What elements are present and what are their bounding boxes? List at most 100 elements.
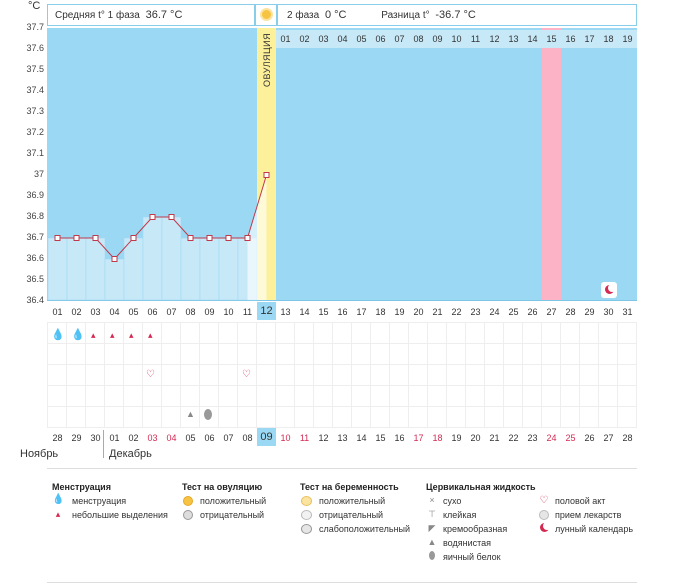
- pregnancy-positive-icon: [300, 496, 312, 508]
- cycle-day-label[interactable]: 30: [603, 307, 614, 317]
- cycle-day-label[interactable]: 29: [584, 307, 595, 317]
- cycle-day-label[interactable]: 07: [166, 307, 177, 317]
- phase2-day-label: 05: [356, 34, 367, 44]
- pregnancy-weak-icon: [300, 524, 312, 536]
- legend-menstruation-title: Менструация: [52, 482, 111, 492]
- menstruation-icon: 💧: [71, 329, 85, 341]
- calendar-date: 16: [394, 433, 405, 443]
- cycle-day-label[interactable]: 22: [451, 307, 462, 317]
- cycle-day-label[interactable]: 05: [128, 307, 139, 317]
- phase2-day-label: 10: [451, 34, 462, 44]
- legend-other-item: лунный календарь: [555, 524, 634, 534]
- legend-pregnancy-item: отрицательный: [319, 510, 384, 520]
- temperature-bar: [47, 237, 68, 301]
- cycle-day-label[interactable]: 15: [318, 307, 329, 317]
- y-tick-label: 36.6: [26, 253, 44, 263]
- ovulation-positive-icon: [182, 496, 194, 508]
- pregnancy-negative-icon: [300, 510, 312, 522]
- legend-ovulation-item: положительный: [200, 496, 267, 506]
- phase1-label: Средняя t° 1 фаза: [55, 10, 140, 21]
- legend-menstruation-item: менструация: [72, 496, 127, 506]
- cycle-day-label[interactable]: 25: [508, 307, 519, 317]
- temperature-bar: [142, 216, 163, 301]
- temperature-bar: [199, 237, 220, 301]
- phase2-label: 2 фаза: [287, 10, 320, 21]
- intercourse-icon: ♡: [146, 369, 155, 380]
- temperature-bar: [180, 237, 201, 301]
- watery-icon: ▲: [427, 537, 437, 547]
- calendar-date: 05: [185, 433, 196, 443]
- cycle-day-label[interactable]: 19: [394, 307, 405, 317]
- calendar-date: 14: [356, 433, 367, 443]
- phase2-day-label: 13: [508, 34, 519, 44]
- cycle-day-label[interactable]: 11: [242, 307, 253, 317]
- cycle-day-label[interactable]: 20: [413, 307, 424, 317]
- cycle-day-label[interactable]: 09: [204, 307, 215, 317]
- month-next: Декабрь: [109, 448, 152, 460]
- temperature-point: [168, 214, 175, 220]
- legend-top-line: [47, 468, 637, 469]
- cycle-day-label[interactable]: 27: [546, 307, 557, 317]
- phase2-day-label: 09: [432, 34, 443, 44]
- calendar-date: 29: [71, 433, 82, 443]
- cycle-day-label[interactable]: 26: [527, 307, 538, 317]
- y-tick-label: 37.3: [26, 106, 44, 116]
- calendar-date: 26: [584, 433, 595, 443]
- y-tick-label: 37: [33, 169, 44, 179]
- legend-ovulation-item: отрицательный: [200, 510, 265, 520]
- calendar-date: 19: [451, 433, 462, 443]
- cycle-day-label[interactable]: 18: [375, 307, 386, 317]
- temperature-chart: [47, 172, 270, 301]
- legend-cervical-item: клейкая: [443, 510, 477, 520]
- symptom-grid: [47, 322, 637, 428]
- creamy-icon: ◤: [428, 523, 436, 533]
- legend-pregnancy-item: слабоположительный: [319, 524, 411, 534]
- cycle-day-label[interactable]: 03: [90, 307, 101, 317]
- phase2-day-label: 16: [565, 34, 576, 44]
- cycle-day-label[interactable]: 08: [185, 307, 196, 317]
- legend-ovulation-title: Тест на овуляцию: [182, 482, 263, 492]
- cycle-day-label[interactable]: 17: [356, 307, 367, 317]
- moon-icon: [601, 282, 617, 298]
- phase2-day-label: 17: [584, 34, 595, 44]
- temperature-point: [92, 235, 99, 241]
- phase2-summary: 2 фаза 0 °C Разница t° -36.7 °C: [277, 4, 637, 26]
- cycle-day-label[interactable]: 06: [147, 307, 158, 317]
- calendar-date: 27: [603, 433, 614, 443]
- cycle-day-label[interactable]: 24: [489, 307, 500, 317]
- calendar-date: 07: [223, 433, 234, 443]
- cycle-day-label[interactable]: 23: [470, 307, 481, 317]
- legend-cervical-item: яичный белок: [443, 552, 501, 562]
- y-tick-label: 36.9: [26, 190, 44, 200]
- phase2-day-label: 18: [603, 34, 614, 44]
- cycle-day-label[interactable]: 12: [257, 302, 276, 320]
- calendar-date: 06: [204, 433, 215, 443]
- cycle-day-label[interactable]: 21: [432, 307, 443, 317]
- calendar-date: 04: [166, 433, 177, 443]
- cycle-day-label[interactable]: 13: [280, 307, 291, 317]
- menstruation-icon: 💧: [51, 329, 65, 341]
- calendar-date: 08: [242, 433, 253, 443]
- temperature-point: [73, 235, 80, 241]
- calendar-date: 24: [546, 433, 557, 443]
- cycle-day-label[interactable]: 01: [52, 307, 63, 317]
- temperature-bar: [66, 237, 87, 301]
- cycle-day-label[interactable]: 10: [223, 307, 234, 317]
- y-tick-label: 37.6: [26, 43, 44, 53]
- spotting-icon: ▴: [148, 330, 153, 340]
- cycle-day-label[interactable]: 14: [299, 307, 310, 317]
- cycle-day-label[interactable]: 31: [622, 307, 633, 317]
- cycle-day-label[interactable]: 16: [337, 307, 348, 317]
- cycle-day-label[interactable]: 02: [71, 307, 82, 317]
- y-tick-label: 36.7: [26, 232, 44, 242]
- temperature-point: [130, 235, 137, 241]
- calendar-date: 25: [565, 433, 576, 443]
- phase2-day-label: 15: [546, 34, 557, 44]
- month-divider: [103, 430, 104, 458]
- calendar-date: 12: [318, 433, 329, 443]
- cycle-day-label[interactable]: 04: [109, 307, 120, 317]
- cycle-day-label[interactable]: 28: [565, 307, 576, 317]
- moon-icon: [538, 522, 551, 534]
- month-prev: Ноябрь: [20, 448, 59, 460]
- watery-icon: ▲: [186, 409, 195, 419]
